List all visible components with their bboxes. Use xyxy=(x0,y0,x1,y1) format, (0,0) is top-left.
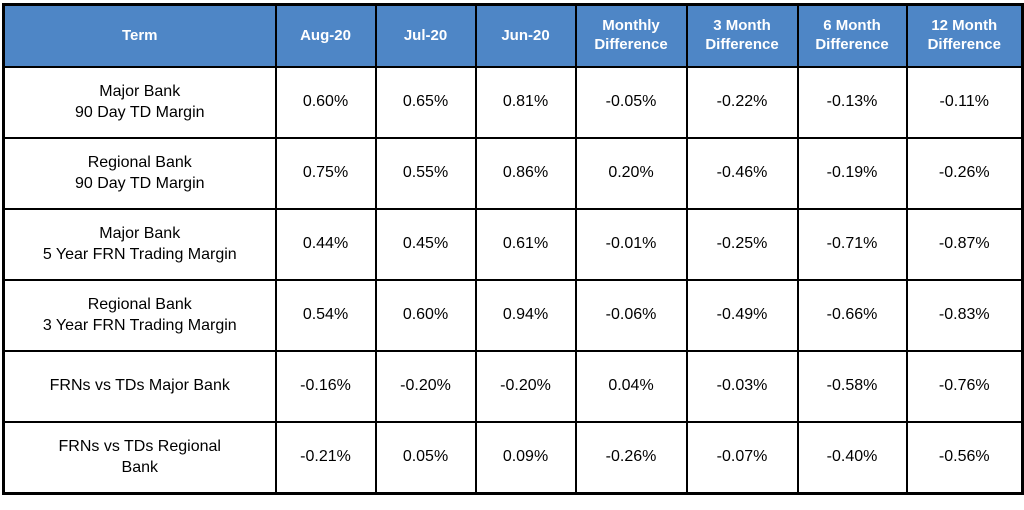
cell-value: 0.81% xyxy=(474,66,577,139)
table-body: Major Bank 90 Day TD Margin 0.60% 0.65% … xyxy=(2,66,1024,495)
cell-value: 0.45% xyxy=(374,208,477,281)
cell-term: FRNs vs TDs Regional Bank xyxy=(2,421,277,495)
cell-value: 0.04% xyxy=(574,350,688,423)
cell-value: -0.56% xyxy=(905,421,1024,495)
cell-value: 0.65% xyxy=(374,66,477,139)
margins-table-container: Term Aug-20 Jul-20 Jun-20 Monthly Differ… xyxy=(2,3,1024,505)
cell-value: -0.13% xyxy=(796,66,908,139)
cell-value: -0.20% xyxy=(374,350,477,423)
cell-value: 0.20% xyxy=(574,137,688,210)
cell-term: Major Bank 90 Day TD Margin xyxy=(2,66,277,139)
cell-term: Major Bank 5 Year FRN Trading Margin xyxy=(2,208,277,281)
column-header-6-month-difference: 6 Month Difference xyxy=(796,3,908,68)
cell-value: 0.86% xyxy=(474,137,577,210)
column-header-12-month-difference: 12 Month Difference xyxy=(905,3,1024,68)
cell-value: 0.60% xyxy=(374,279,477,352)
cell-value: -0.22% xyxy=(685,66,799,139)
cell-value: 0.54% xyxy=(274,279,377,352)
cell-value: -0.26% xyxy=(574,421,688,495)
cell-value: -0.49% xyxy=(685,279,799,352)
cell-value: -0.76% xyxy=(905,350,1024,423)
cell-value: 0.55% xyxy=(374,137,477,210)
cell-value: -0.01% xyxy=(574,208,688,281)
table-row-frns-vs-tds-regional-bank: FRNs vs TDs Regional Bank -0.21% 0.05% 0… xyxy=(2,421,1024,495)
cell-value: -0.83% xyxy=(905,279,1024,352)
cell-value: -0.06% xyxy=(574,279,688,352)
cell-value: -0.16% xyxy=(274,350,377,423)
cell-value: -0.66% xyxy=(796,279,908,352)
cell-value: 0.94% xyxy=(474,279,577,352)
table-row-regional-bank-90-day-td: Regional Bank 90 Day TD Margin 0.75% 0.5… xyxy=(2,137,1024,210)
column-header-aug-20: Aug-20 xyxy=(274,3,377,68)
table-row-regional-bank-3-year-frn: Regional Bank 3 Year FRN Trading Margin … xyxy=(2,279,1024,352)
cell-value: -0.40% xyxy=(796,421,908,495)
column-header-term: Term xyxy=(2,3,277,68)
cell-value: -0.87% xyxy=(905,208,1024,281)
cell-value: -0.03% xyxy=(685,350,799,423)
cell-value: -0.21% xyxy=(274,421,377,495)
cell-value: -0.71% xyxy=(796,208,908,281)
table-row-major-bank-5-year-frn: Major Bank 5 Year FRN Trading Margin 0.4… xyxy=(2,208,1024,281)
column-header-jul-20: Jul-20 xyxy=(374,3,477,68)
cell-term: Regional Bank 3 Year FRN Trading Margin xyxy=(2,279,277,352)
cell-value: 0.05% xyxy=(374,421,477,495)
cell-value: -0.19% xyxy=(796,137,908,210)
cell-value: -0.20% xyxy=(474,350,577,423)
cell-value: 0.75% xyxy=(274,137,377,210)
cell-value: 0.60% xyxy=(274,66,377,139)
cell-value: -0.25% xyxy=(685,208,799,281)
table-header: Term Aug-20 Jul-20 Jun-20 Monthly Differ… xyxy=(2,3,1024,68)
column-header-3-month-difference: 3 Month Difference xyxy=(685,3,799,68)
cell-value: -0.07% xyxy=(685,421,799,495)
table-row-major-bank-90-day-td: Major Bank 90 Day TD Margin 0.60% 0.65% … xyxy=(2,66,1024,139)
column-header-jun-20: Jun-20 xyxy=(474,3,577,68)
cell-term: FRNs vs TDs Major Bank xyxy=(2,350,277,423)
cell-value: 0.44% xyxy=(274,208,377,281)
margins-table: Term Aug-20 Jul-20 Jun-20 Monthly Differ… xyxy=(2,3,1024,495)
cell-value: -0.05% xyxy=(574,66,688,139)
cell-value: -0.26% xyxy=(905,137,1024,210)
cell-value: -0.46% xyxy=(685,137,799,210)
cell-value: 0.09% xyxy=(474,421,577,495)
cell-value: 0.61% xyxy=(474,208,577,281)
cell-term: Regional Bank 90 Day TD Margin xyxy=(2,137,277,210)
column-header-monthly-difference: Monthly Difference xyxy=(574,3,688,68)
table-row-frns-vs-tds-major-bank: FRNs vs TDs Major Bank -0.16% -0.20% -0.… xyxy=(2,350,1024,423)
cell-value: -0.58% xyxy=(796,350,908,423)
cell-value: -0.11% xyxy=(905,66,1024,139)
header-row: Term Aug-20 Jul-20 Jun-20 Monthly Differ… xyxy=(2,3,1024,68)
